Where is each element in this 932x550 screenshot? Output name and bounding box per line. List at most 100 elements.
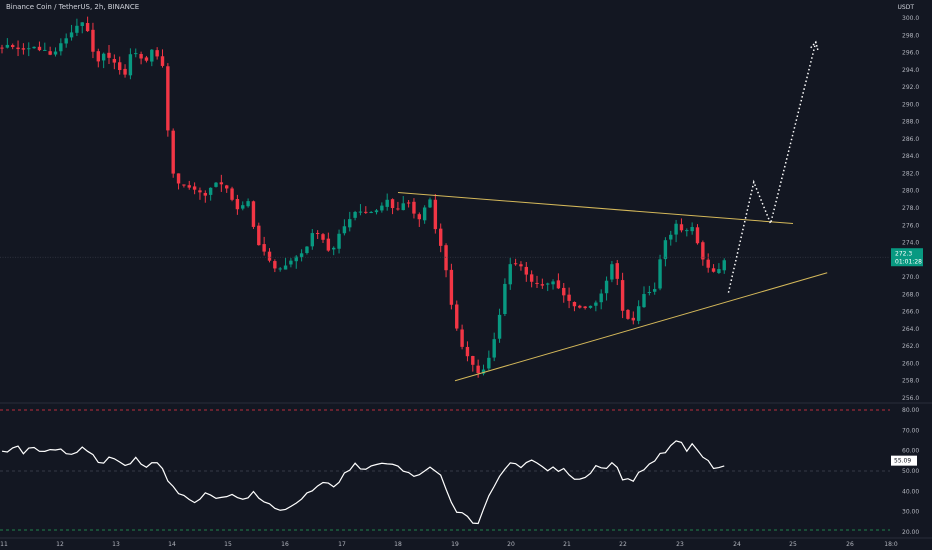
- time-axis-tick: 25: [789, 541, 797, 548]
- time-axis-tick: 22: [619, 541, 627, 548]
- time-axis-tick: 21: [563, 541, 571, 548]
- candle-body: [59, 43, 63, 52]
- candle-body: [348, 219, 352, 228]
- chart-title: Binance Coin / TetherUS, 2h, BINANCE: [6, 3, 140, 11]
- candle-body: [674, 223, 678, 235]
- candle-body: [374, 210, 379, 213]
- candle-body: [32, 46, 36, 49]
- candle-body: [171, 130, 175, 174]
- candle-body: [396, 208, 400, 210]
- candle-body: [11, 45, 15, 47]
- bar-countdown: 01:01:28: [895, 259, 922, 266]
- candle-body: [663, 240, 668, 260]
- candle-body: [69, 32, 74, 38]
- price-axis-tick: 282.0: [902, 170, 919, 177]
- candle-body: [305, 246, 309, 254]
- candle-body: [267, 251, 272, 261]
- candle-body: [444, 245, 448, 271]
- rsi-axis-tick: 20.00: [902, 529, 919, 536]
- time-axis-tick: 24: [733, 541, 741, 548]
- candle-body: [176, 173, 181, 184]
- price-axis-tick: 280.0: [902, 188, 919, 195]
- rsi-value-label[interactable]: [891, 455, 917, 466]
- rsi-axis-tick: 50.00: [902, 468, 919, 475]
- candle-body: [722, 260, 726, 271]
- rsi-pane[interactable]: 55.09: [0, 409, 917, 531]
- candle-body: [529, 274, 534, 282]
- price-axis-tick: 286.0: [902, 136, 919, 143]
- candle-body: [604, 280, 609, 294]
- candle-body: [101, 53, 106, 61]
- candle-body: [535, 282, 539, 284]
- candle-body: [390, 199, 395, 209]
- candle-body: [230, 188, 234, 200]
- price-axis-tick: 270.0: [902, 274, 919, 281]
- candle-body: [439, 228, 443, 246]
- candle-body: [150, 49, 154, 62]
- candle-body: [647, 292, 652, 294]
- rsi-axis[interactable]: 80.00 70.00 60.00 50.00 40.00 30.00 20.00: [902, 407, 919, 536]
- time-axis-tick: 15: [224, 541, 232, 548]
- candle-body: [278, 268, 282, 270]
- time-axis-tick: 18: [394, 541, 402, 548]
- candle-body: [519, 264, 523, 267]
- candle-body: [711, 268, 716, 272]
- rsi-line[interactable]: [1, 440, 725, 525]
- price-axis-tick: 258.0: [902, 378, 919, 385]
- candle-body: [342, 226, 347, 234]
- rsi-axis-tick: 80.00: [902, 407, 919, 414]
- price-axis-tick: 300.0: [902, 15, 919, 22]
- candle-body: [583, 306, 587, 309]
- last-price-label[interactable]: [891, 248, 923, 267]
- candle-body: [706, 259, 710, 268]
- price-axis-tick: 276.0: [902, 222, 919, 229]
- candle-body: [594, 302, 598, 306]
- rsi-axis-tick: 70.00: [902, 427, 919, 434]
- candle-body: [476, 365, 480, 374]
- price-axis-tick: 262.0: [902, 343, 919, 350]
- candle-body: [294, 256, 298, 262]
- upper-trendline[interactable]: [397, 191, 794, 225]
- candle-body: [219, 182, 224, 185]
- price-axis[interactable]: 300.0 298.0 296.0 294.0 292.0 290.0 288.0 286.0…: [902, 15, 919, 402]
- candle-body: [155, 50, 159, 57]
- candle-body: [134, 53, 138, 55]
- time-axis-tick: 26: [846, 541, 854, 548]
- time-axis[interactable]: 11 12 13 14 15 16 17 18 19 20 21 22 23 24 25 26 18:0: [0, 541, 898, 548]
- projected-path[interactable]: [727, 42, 817, 293]
- candle-body: [0, 47, 4, 49]
- candle-body: [337, 233, 341, 249]
- candle-body: [385, 199, 389, 207]
- candle-body: [85, 22, 90, 32]
- price-axis-tick: 292.0: [902, 84, 919, 91]
- lower-trendline[interactable]: [454, 272, 828, 382]
- candle-body: [380, 205, 384, 211]
- candle-body: [37, 46, 42, 51]
- candle-body: [567, 294, 571, 301]
- price-axis-tick: 274.0: [902, 240, 919, 247]
- candle-body: [251, 201, 256, 227]
- candle-body: [471, 355, 475, 365]
- candle-body: [492, 339, 496, 358]
- candle-body: [653, 289, 657, 292]
- candle-body: [53, 51, 58, 55]
- candle-body: [139, 54, 143, 59]
- time-axis-tick: 16: [281, 541, 289, 548]
- candle-body: [401, 203, 405, 211]
- candle-body: [685, 230, 689, 232]
- candle-body: [556, 280, 561, 289]
- candle-body: [299, 253, 304, 257]
- candle-body: [358, 211, 363, 213]
- candle-body: [235, 199, 240, 210]
- price-axis-tick: 268.0: [902, 291, 919, 298]
- candle-body: [225, 185, 229, 189]
- candle-body: [353, 211, 357, 218]
- candle-body: [717, 269, 721, 274]
- candle-body: [433, 199, 438, 230]
- price-pane[interactable]: 272.301:01:28: [0, 16, 923, 382]
- candle-body: [455, 304, 459, 329]
- candle-body: [503, 283, 507, 314]
- candle-body: [128, 54, 133, 76]
